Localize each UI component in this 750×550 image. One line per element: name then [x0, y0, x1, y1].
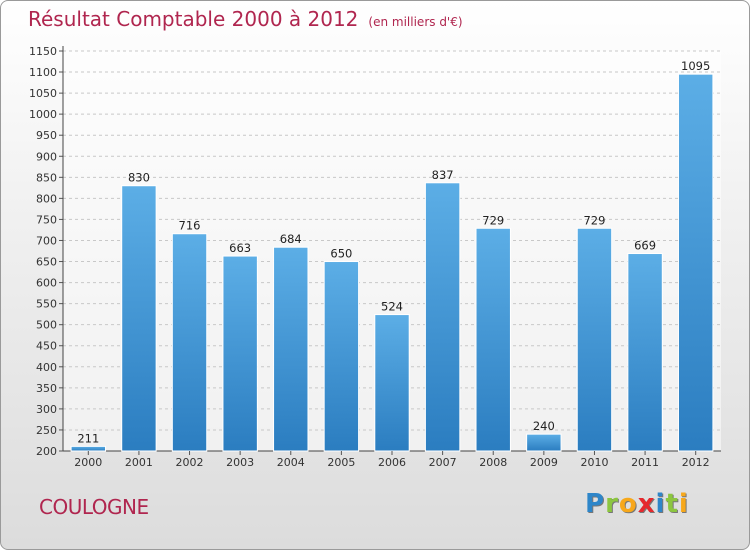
proxiti-logo-letter: x [637, 489, 656, 519]
y-tick-label: 900 [36, 150, 57, 163]
bar-value-label: 830 [128, 171, 150, 185]
y-tick-label: 600 [36, 277, 57, 290]
bar-value-label: 663 [229, 241, 251, 255]
bar-value-label: 524 [381, 300, 403, 314]
y-tick-label: 300 [36, 403, 57, 416]
bar-value-label: 240 [533, 419, 555, 433]
y-tick-label: 1150 [29, 45, 57, 58]
bar [374, 314, 410, 452]
proxiti-logo-letter: i [655, 489, 666, 519]
x-tick-label: 2006 [378, 456, 406, 469]
bar [475, 227, 511, 452]
bar-value-label: 729 [583, 213, 605, 227]
proxiti-logo-letter: o [618, 489, 638, 519]
y-tick-label: 350 [36, 382, 57, 395]
x-tick-label: 2011 [631, 456, 659, 469]
y-tick-label: 550 [36, 298, 57, 311]
bar [526, 433, 562, 452]
x-tick-label: 2004 [277, 456, 305, 469]
y-tick-label: 750 [36, 213, 57, 226]
bar [222, 255, 258, 452]
y-tick-label: 800 [36, 192, 57, 205]
y-tick-label: 1000 [29, 108, 57, 121]
y-tick-label: 1100 [29, 66, 57, 79]
bar-value-label: 669 [634, 239, 656, 253]
bar [323, 261, 360, 452]
chart-title-text: Résultat Comptable 2000 à 2012 [28, 7, 359, 31]
bar-value-label: 837 [432, 168, 454, 182]
bar-value-label: 684 [280, 232, 302, 246]
x-tick-label: 2008 [479, 456, 507, 469]
y-tick-label: 450 [36, 340, 57, 353]
chart-title: Résultat Comptable 2000 à 2012 (en millie… [28, 7, 463, 31]
commune-name: COULOGNE [39, 495, 149, 519]
bar [70, 445, 107, 452]
x-tick-label: 2001 [125, 456, 153, 469]
y-tick-label: 400 [36, 361, 57, 374]
y-tick-label: 250 [36, 424, 57, 437]
bar [424, 182, 461, 452]
bar [627, 253, 663, 452]
y-tick-label: 950 [36, 129, 57, 142]
bar [171, 233, 208, 452]
x-tick-label: 2009 [530, 456, 558, 469]
bar-value-label: 211 [77, 431, 99, 445]
y-tick-label: 650 [36, 256, 57, 269]
x-tick-label: 2005 [327, 456, 355, 469]
x-tick-label: 2012 [682, 456, 710, 469]
y-tick-label: 1050 [29, 87, 57, 100]
y-tick-label: 700 [36, 234, 57, 247]
proxiti-logo-letter: t [665, 489, 679, 519]
proxiti-logo-letter: r [605, 489, 619, 519]
y-tick-label: 850 [36, 171, 57, 184]
x-tick-label: 2000 [74, 456, 102, 469]
chart-subtitle: (en milliers d'€) [368, 15, 463, 29]
y-tick-label: 500 [36, 319, 57, 332]
x-tick-label: 2002 [176, 456, 204, 469]
bar [677, 73, 714, 452]
y-tick-label: 200 [36, 445, 57, 458]
bar-value-label: 1095 [681, 59, 710, 73]
bar [576, 227, 613, 452]
bar-value-label: 716 [179, 219, 201, 233]
x-tick-label: 2007 [429, 456, 457, 469]
bar [121, 185, 157, 452]
proxiti-logo-letter: i [678, 489, 689, 519]
bar [273, 246, 309, 452]
bar-value-label: 729 [482, 213, 504, 227]
proxiti-logo-letter: P [585, 489, 606, 519]
x-tick-label: 2010 [580, 456, 608, 469]
x-tick-label: 2003 [226, 456, 254, 469]
proxiti-logo: Proxiti [585, 489, 689, 519]
bar-value-label: 650 [330, 247, 352, 261]
